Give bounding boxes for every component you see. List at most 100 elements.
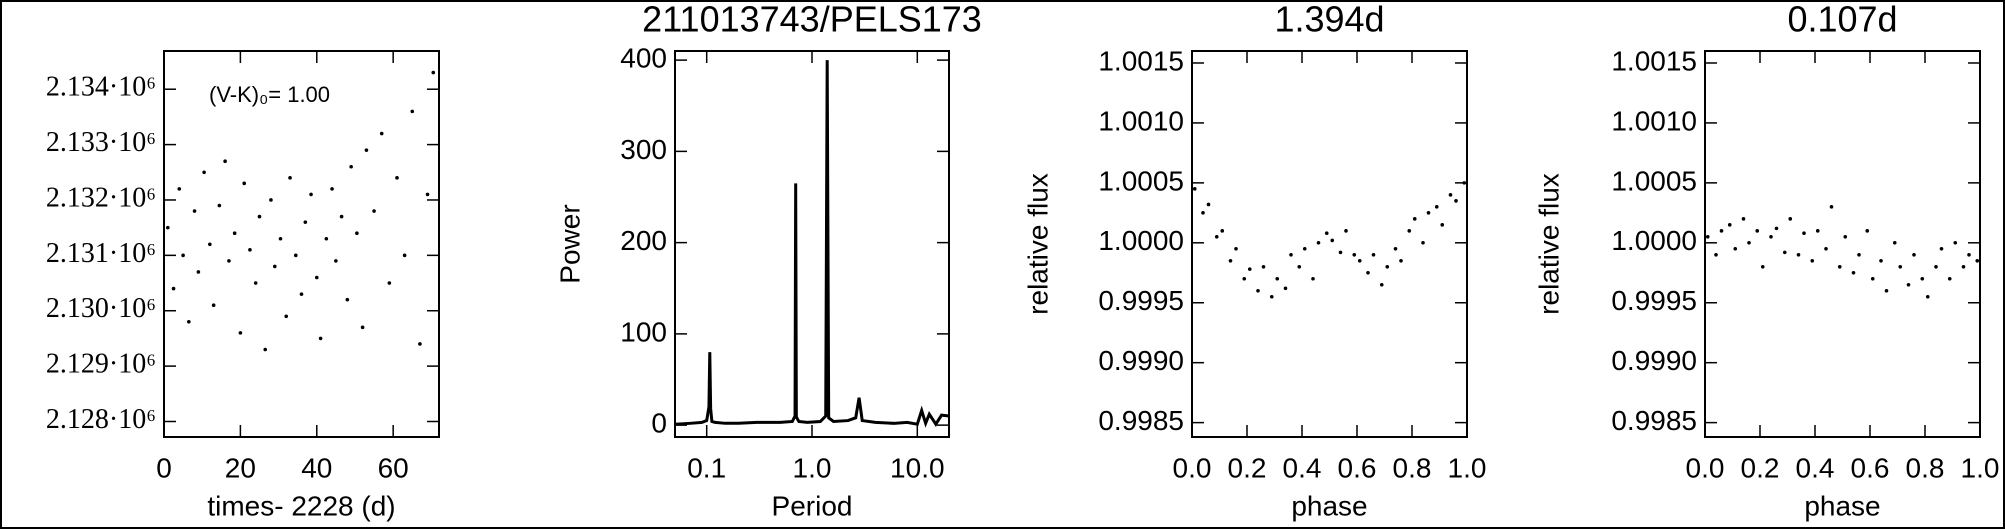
data-point bbox=[272, 264, 277, 269]
data-point bbox=[217, 203, 222, 208]
data-point bbox=[1815, 229, 1820, 233]
data-point bbox=[1352, 252, 1357, 257]
data-point bbox=[1434, 205, 1439, 209]
data-point bbox=[1782, 250, 1787, 255]
y-tick-label: 1.0010 bbox=[1098, 105, 1184, 136]
data-point bbox=[208, 242, 212, 247]
x-tick-label: 0 bbox=[156, 452, 172, 483]
data-point bbox=[418, 342, 422, 346]
data-point bbox=[1393, 246, 1398, 251]
data-point bbox=[318, 336, 323, 341]
data-point bbox=[1228, 258, 1233, 263]
data-point bbox=[1357, 258, 1362, 263]
data-point bbox=[1865, 229, 1870, 233]
data-point bbox=[192, 209, 197, 213]
data-point bbox=[355, 231, 359, 236]
data-point bbox=[1879, 258, 1883, 263]
y-tick-label: 2.133·10⁶ bbox=[46, 127, 156, 158]
data-point bbox=[1269, 294, 1274, 299]
data-point bbox=[1448, 193, 1453, 197]
y-tick-label: 300 bbox=[620, 134, 667, 165]
data-point bbox=[181, 253, 185, 258]
x-tick-label: 0.8 bbox=[1393, 452, 1432, 483]
data-point bbox=[1747, 241, 1751, 245]
y-tick-label: 1.0005 bbox=[1098, 165, 1184, 196]
data-point bbox=[303, 220, 308, 224]
data-point bbox=[1192, 187, 1197, 191]
x-axis-label: phase bbox=[1291, 490, 1367, 521]
data-point bbox=[1426, 211, 1431, 215]
data-point bbox=[177, 187, 182, 191]
data-point bbox=[1234, 246, 1238, 251]
y-axis-label: relative flux bbox=[1022, 173, 1053, 315]
data-point bbox=[1261, 264, 1266, 269]
x-tick-label: 0.2 bbox=[1741, 452, 1780, 483]
data-point bbox=[1366, 270, 1370, 275]
x-tick-label: 10.0 bbox=[890, 452, 945, 483]
y-tick-label: 2.129·10⁶ bbox=[46, 349, 156, 380]
data-point bbox=[431, 70, 436, 75]
data-point bbox=[1802, 231, 1806, 236]
data-point bbox=[293, 253, 298, 258]
data-point bbox=[1769, 235, 1773, 239]
data-point bbox=[1810, 258, 1815, 263]
data-point bbox=[314, 275, 319, 280]
data-point bbox=[1283, 286, 1288, 291]
data-point bbox=[187, 320, 191, 324]
data-point bbox=[1412, 217, 1417, 221]
x-tick-label: 0.6 bbox=[1851, 452, 1890, 483]
data-point bbox=[334, 259, 338, 263]
y-tick-label: 0.9985 bbox=[1098, 405, 1184, 436]
data-point bbox=[410, 109, 415, 114]
data-point bbox=[1338, 250, 1343, 255]
x-tick-label: 0.0 bbox=[1173, 452, 1212, 483]
data-point bbox=[1247, 267, 1252, 271]
x-tick-label: 0.0 bbox=[1686, 452, 1725, 483]
y-tick-label: 2.132·10⁶ bbox=[46, 182, 156, 213]
data-point bbox=[238, 331, 243, 335]
y-axis-label: relative flux bbox=[1533, 173, 1564, 315]
data-point bbox=[1324, 231, 1329, 236]
y-axis-label: Power bbox=[554, 204, 585, 283]
x-tick-label: 0.2 bbox=[1228, 452, 1267, 483]
data-point bbox=[1385, 264, 1390, 269]
data-point bbox=[1796, 252, 1801, 257]
y-tick-label: 2.128·10⁶ bbox=[46, 404, 156, 435]
y-tick-label: 1.0000 bbox=[1098, 225, 1184, 256]
x-tick-label: 1.0 bbox=[793, 452, 832, 483]
data-point bbox=[324, 236, 329, 241]
data-point bbox=[1705, 235, 1710, 239]
x-tick-label: 40 bbox=[301, 452, 332, 483]
data-point bbox=[379, 131, 384, 136]
data-point bbox=[1755, 229, 1760, 233]
data-point bbox=[309, 192, 313, 197]
data-point bbox=[1837, 264, 1842, 269]
y-tick-label: 1.0015 bbox=[1611, 45, 1697, 76]
data-point bbox=[1454, 199, 1458, 203]
data-point bbox=[1851, 270, 1856, 275]
data-point bbox=[1297, 264, 1302, 269]
data-point bbox=[278, 236, 283, 241]
x-tick-label: 60 bbox=[378, 452, 409, 483]
panel-title: 1.394d bbox=[1274, 0, 1384, 40]
x-tick-label: 20 bbox=[225, 452, 256, 483]
data-point bbox=[253, 281, 258, 285]
panel-title: 211013743/PELS173 bbox=[642, 0, 982, 40]
data-point bbox=[242, 181, 247, 186]
data-point bbox=[269, 198, 273, 202]
data-point bbox=[232, 231, 237, 236]
data-point bbox=[1220, 229, 1225, 233]
data-point bbox=[1788, 217, 1793, 221]
data-point bbox=[1857, 252, 1861, 257]
x-tick-label: 0.4 bbox=[1796, 452, 1835, 483]
data-point bbox=[1870, 276, 1875, 281]
data-point bbox=[1714, 252, 1718, 257]
y-tick-label: 200 bbox=[620, 225, 667, 256]
x-axis-label: times- 2228 (d) bbox=[207, 490, 395, 521]
data-point bbox=[248, 248, 252, 252]
data-point bbox=[349, 164, 353, 169]
y-tick-label: 2.131·10⁶ bbox=[46, 238, 156, 269]
data-point bbox=[1947, 276, 1952, 281]
x-tick-label: 1.0 bbox=[1961, 452, 2000, 483]
